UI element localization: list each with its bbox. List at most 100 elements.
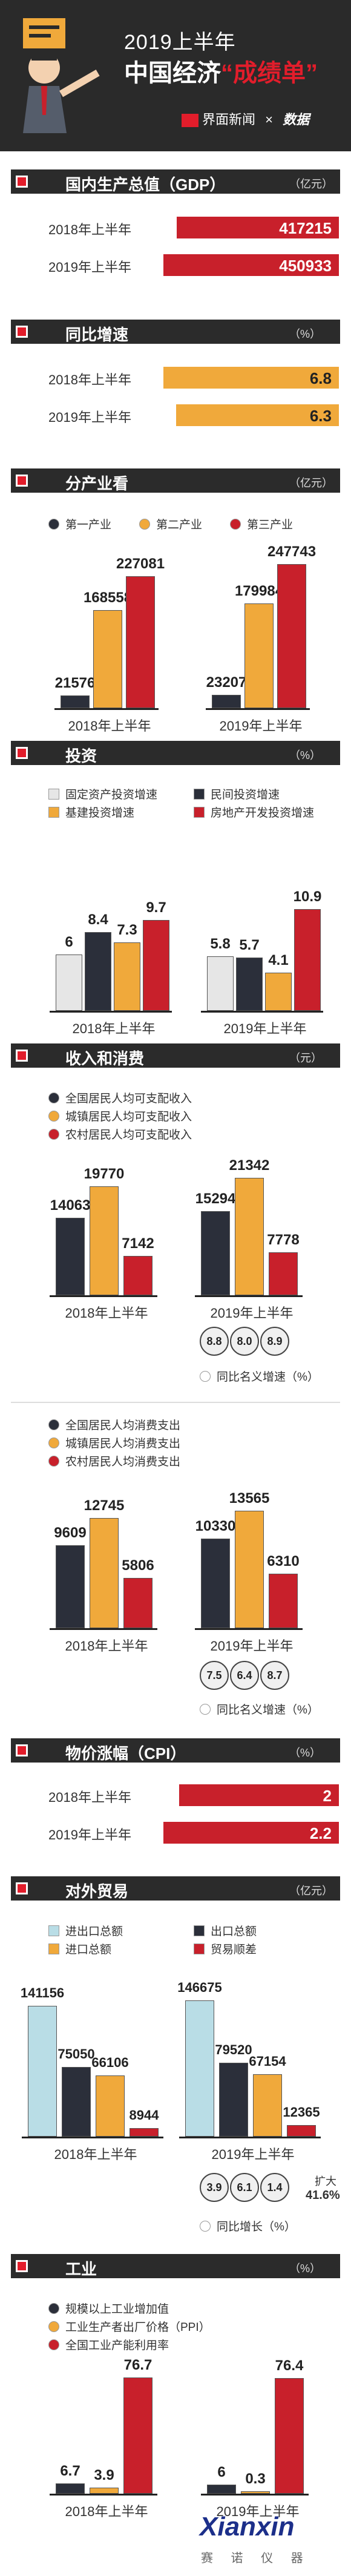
income-rate-note: 同比名义增速（%） <box>200 1368 319 1384</box>
section-marker-icon <box>16 1882 28 1894</box>
legend-swatch-icon <box>230 519 241 530</box>
growth-row-label: 2018年上半年 <box>48 372 131 387</box>
consumption-axis <box>195 1628 303 1630</box>
industrial-bar <box>123 2377 153 2494</box>
income-value-label: 7142 <box>122 1235 154 1252</box>
legend-label: 进出口总额 <box>65 1925 123 1938</box>
investment-value-label: 9.7 <box>146 899 166 916</box>
industrial-value-label: 3.9 <box>94 2467 114 2483</box>
industry-bar <box>277 564 306 708</box>
trade-rate-circle: 3.9 <box>200 2173 229 2202</box>
legend-item: 第二产业 <box>139 516 202 532</box>
section-marker-icon <box>16 2260 28 2272</box>
industry-bar <box>61 695 90 708</box>
legend-item: 房地产开发投资增速 <box>194 804 314 820</box>
section-industry-title: 分产业看 <box>65 475 129 493</box>
investment-value-label: 7.3 <box>117 922 137 938</box>
consumption-x-label: 2019年上半年 <box>210 1638 294 1654</box>
trade-bar <box>62 2067 91 2137</box>
income-bar <box>56 1218 85 1295</box>
consumption-rate-circle: 7.5 <box>200 1661 229 1690</box>
industrial-value-label: 6.7 <box>60 2463 80 2479</box>
cpi-bar-value: 2 <box>323 1787 332 1805</box>
section-gdp-title: 国内生产总值（GDP） <box>65 176 226 194</box>
legend-swatch-icon <box>139 519 150 530</box>
trade-bar <box>96 2075 125 2137</box>
note-circle-icon <box>200 2221 211 2232</box>
consumption-bar <box>56 1545 85 1628</box>
legend-swatch-icon <box>48 519 59 530</box>
industrial-axis <box>201 2494 309 2496</box>
industrial-value-label: 76.4 <box>275 2358 304 2374</box>
income-rate-circle: 8.9 <box>260 1327 289 1356</box>
growth-bar-value: 6.3 <box>309 407 332 425</box>
cpi-bar-value: 2.2 <box>309 1824 332 1842</box>
legend-label: 全国居民人均可支配收入 <box>65 1092 192 1105</box>
legend-item: 进口总额 <box>48 1940 111 1957</box>
legend-item: 第一产业 <box>48 516 111 532</box>
income-bar <box>269 1252 298 1295</box>
section-marker-icon <box>16 747 28 759</box>
gdp-bar: 417215 <box>177 217 339 238</box>
consumption-value-label: 13565 <box>229 1490 270 1506</box>
consumption-rate-circle: 6.4 <box>230 1661 259 1690</box>
cpi-bar: 2.2 <box>163 1822 339 1844</box>
trade-axis <box>22 2137 163 2138</box>
section-investment-unit: （%） <box>289 749 321 761</box>
income-bar <box>90 1186 119 1295</box>
income-rate-circle: 8.0 <box>230 1327 259 1356</box>
investment-bar <box>56 954 82 1011</box>
legend-swatch-icon <box>48 1129 59 1140</box>
legend-swatch-icon <box>48 1419 59 1430</box>
legend-item: 民间投资增速 <box>194 786 280 802</box>
legend-item: 农村居民人均可支配收入 <box>48 1126 192 1142</box>
gdp-bar: 450933 <box>163 254 339 276</box>
investment-bar <box>236 958 263 1011</box>
trade-value-label: 79520 <box>215 2042 252 2057</box>
cpi-row-label: 2018年上半年 <box>48 1790 131 1805</box>
section-industry-unit: （亿元） <box>289 477 333 489</box>
trade-rate-note: 同比增长（%） <box>200 2218 296 2234</box>
legend-label: 城镇居民人均可支配收入 <box>65 1111 192 1123</box>
legend-item: 进出口总额 <box>48 1922 123 1939</box>
industrial-bar <box>275 2378 304 2494</box>
legend-swatch-icon <box>48 1092 59 1103</box>
legend-item: 固定资产投资增速 <box>48 786 157 802</box>
legend-label: 出口总额 <box>211 1925 257 1938</box>
legend-swatch-icon <box>194 807 205 818</box>
header-partner: 数据 <box>283 112 310 127</box>
investment-bar <box>294 909 321 1011</box>
income-rate-circle: 8.8 <box>200 1327 229 1356</box>
legend-swatch-icon <box>48 1944 59 1954</box>
trade-rate-note-text: 同比增长（%） <box>217 2221 296 2233</box>
income-value-label: 15294 <box>195 1191 236 1207</box>
industry-bar <box>126 576 155 708</box>
industrial-bar <box>90 2488 119 2494</box>
industrial-value-label: 0.3 <box>245 2471 266 2487</box>
legend-label: 工业生产者出厂价格（PPI） <box>65 2321 211 2334</box>
industry-bar <box>244 603 274 708</box>
industry-bar <box>93 610 122 708</box>
income-bar <box>123 1256 153 1295</box>
consumption-x-label: 2018年上半年 <box>65 1638 148 1654</box>
investment-bar <box>85 932 111 1011</box>
legend-swatch-icon <box>48 1111 59 1122</box>
section-industrial-header: 工业 （%） <box>11 2254 340 2278</box>
cpi-bar: 2 <box>179 1784 339 1806</box>
industrial-value-label: 6 <box>217 2464 226 2480</box>
legend-label: 固定资产投资增速 <box>65 789 158 801</box>
consumption-bar <box>201 1539 230 1628</box>
header-title-main: 中国经济 <box>124 60 221 87</box>
industry-value-label: 227081 <box>116 556 165 572</box>
income-bar <box>201 1211 230 1295</box>
income-axis <box>195 1295 303 1297</box>
consumption-rate-circle: 8.7 <box>260 1661 289 1690</box>
trade-bar <box>287 2125 316 2137</box>
consumption-bar <box>90 1518 119 1628</box>
section-industry-header: 分产业看 （亿元） <box>11 468 340 493</box>
trade-axis <box>179 2137 321 2138</box>
legend-item: 农村居民人均消费支出 <box>48 1453 180 1469</box>
consumption-value-label: 5806 <box>122 1557 154 1574</box>
consumption-value-label: 10330 <box>195 1518 236 1534</box>
industrial-bar <box>241 2491 270 2494</box>
